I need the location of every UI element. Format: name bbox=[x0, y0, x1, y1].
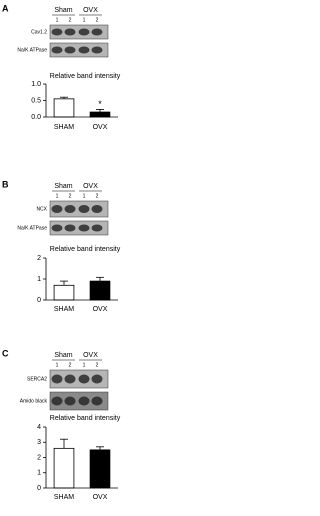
lane-label: 1 bbox=[56, 193, 59, 199]
blot-band bbox=[51, 224, 63, 232]
y-tick-label: 1.0 bbox=[31, 81, 41, 88]
blot-label: SERCA2 bbox=[27, 376, 47, 382]
blot-band bbox=[91, 28, 103, 36]
blot-band bbox=[78, 396, 90, 406]
group-label: Sham bbox=[54, 352, 72, 359]
blot-band bbox=[51, 46, 63, 54]
lane-label: 2 bbox=[69, 362, 72, 368]
blot-band bbox=[91, 374, 103, 384]
blot-label: Amido black bbox=[20, 398, 48, 404]
y-tick-label: 0 bbox=[37, 297, 41, 304]
x-tick-label: OVX bbox=[93, 306, 108, 313]
blot-band bbox=[51, 396, 63, 406]
x-tick-label: SHAM bbox=[54, 494, 74, 501]
panel-letter: B bbox=[2, 179, 9, 189]
lane-label: 2 bbox=[69, 17, 72, 23]
lane-label: 1 bbox=[56, 362, 59, 368]
blot-band bbox=[64, 224, 76, 232]
group-label: Sham bbox=[54, 7, 72, 14]
panel-letter: C bbox=[2, 348, 9, 358]
blot-band bbox=[64, 205, 76, 213]
group-label: OVX bbox=[83, 7, 98, 14]
blot-band bbox=[51, 28, 63, 36]
y-tick-label: 0.5 bbox=[31, 97, 41, 104]
bar bbox=[53, 447, 75, 489]
chart-title: Relative band intensity bbox=[50, 415, 121, 422]
blot-band bbox=[64, 396, 76, 406]
lane-label: 2 bbox=[96, 193, 99, 199]
blot-band bbox=[78, 46, 90, 54]
panel-letter: A bbox=[2, 3, 9, 13]
lane-label: 1 bbox=[83, 17, 86, 23]
y-tick-label: 1 bbox=[37, 276, 41, 283]
group-label: OVX bbox=[83, 183, 98, 190]
x-tick-label: SHAM bbox=[54, 124, 74, 131]
y-tick-label: 4 bbox=[37, 424, 41, 431]
y-tick-label: 0.0 bbox=[31, 114, 41, 121]
blot-label: Cav1.2 bbox=[31, 29, 47, 35]
blot-band bbox=[64, 28, 76, 36]
bar bbox=[89, 111, 111, 118]
blot-band bbox=[91, 205, 103, 213]
x-tick-label: OVX bbox=[93, 124, 108, 131]
blot-band bbox=[64, 46, 76, 54]
bar bbox=[89, 449, 111, 489]
blot-band bbox=[51, 374, 63, 384]
figure: A Sham OVX 1 2 1 2 Cav1.2 Na/K ATPase Relative ba… bbox=[2, 3, 121, 501]
y-tick-label: 3 bbox=[37, 439, 41, 446]
blot-band bbox=[91, 224, 103, 232]
y-tick-label: 1 bbox=[37, 470, 41, 477]
blot-band bbox=[91, 396, 103, 406]
chart-title: Relative band intensity bbox=[50, 73, 121, 80]
y-tick-label: 2 bbox=[37, 454, 41, 461]
lane-label: 1 bbox=[83, 193, 86, 199]
y-tick-label: 0 bbox=[37, 485, 41, 492]
annotation: * bbox=[98, 99, 102, 109]
lane-label: 2 bbox=[96, 17, 99, 23]
chart-title: Relative band intensity bbox=[50, 246, 121, 253]
blot-label: Na/K ATPase bbox=[17, 47, 47, 53]
blot-band bbox=[78, 224, 90, 232]
blot-label: Na/K ATPase bbox=[17, 225, 47, 231]
y-tick-label: 2 bbox=[37, 255, 41, 262]
x-tick-label: SHAM bbox=[54, 306, 74, 313]
lane-label: 2 bbox=[69, 193, 72, 199]
bar bbox=[53, 284, 75, 301]
x-tick-label: OVX bbox=[93, 494, 108, 501]
blot-band bbox=[64, 374, 76, 384]
lane-label: 1 bbox=[56, 17, 59, 23]
bar bbox=[89, 280, 111, 301]
bar bbox=[53, 98, 75, 118]
lane-label: 1 bbox=[83, 362, 86, 368]
blot-band bbox=[78, 374, 90, 384]
blot-label: NCX bbox=[36, 206, 47, 212]
blot-band bbox=[78, 205, 90, 213]
blot-band bbox=[51, 205, 63, 213]
blot-band bbox=[91, 46, 103, 54]
blot-band bbox=[78, 28, 90, 36]
group-label: Sham bbox=[54, 183, 72, 190]
lane-label: 2 bbox=[96, 362, 99, 368]
group-label: OVX bbox=[83, 352, 98, 359]
